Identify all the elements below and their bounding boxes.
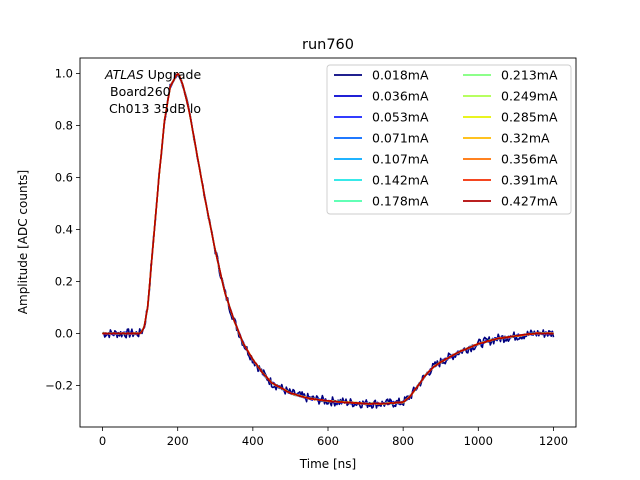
x-tick-label: 1200 (539, 434, 568, 448)
y-tick-label: 0.8 (55, 119, 73, 133)
legend-label: 0.356mA (501, 152, 558, 167)
chart-title: run760 (302, 37, 354, 53)
legend-label: 0.142mA (372, 173, 429, 188)
y-axis: −0.2 0.0 0.2 0.4 0.6 0.8 1.0 (45, 67, 80, 392)
legend-label: 0.036mA (372, 89, 429, 104)
x-tick-label: 200 (167, 434, 189, 448)
legend: 0.018mA 0.036mA 0.053mA 0.071mA 0.107mA 0.142… (326, 64, 572, 215)
y-tick-label: 0.4 (55, 223, 73, 237)
legend-label: 0.249mA (501, 89, 558, 104)
legend-label: 0.018mA (372, 68, 429, 83)
x-tick-label: 0 (99, 434, 106, 448)
y-tick-label: 0.0 (55, 326, 73, 340)
y-tick-label: 0.2 (55, 274, 73, 288)
annotation-line-2: Board260 (110, 84, 171, 99)
legend-label: 0.053mA (372, 110, 429, 125)
legend-entries: 0.018mA 0.036mA 0.053mA 0.071mA 0.107mA 0.142… (334, 68, 558, 209)
legend-label: 0.427mA (501, 194, 558, 209)
legend-label: 0.178mA (372, 194, 429, 209)
annotation-line-3: Ch013 35dB lo (109, 101, 201, 116)
legend-label: 0.391mA (501, 173, 558, 188)
x-tick-label: 600 (317, 434, 339, 448)
legend-label: 0.071mA (372, 131, 429, 146)
annotation-upgrade: Upgrade (144, 67, 202, 82)
annotation-line-1: ATLAS Upgrade (104, 67, 201, 82)
y-axis-label: Amplitude [ADC counts] (16, 170, 30, 314)
x-tick-label: 400 (242, 434, 264, 448)
x-axis: 0 200 400 600 800 1000 1200 (99, 427, 568, 448)
y-tick-label: 0.6 (55, 171, 73, 185)
legend-box (326, 64, 572, 215)
y-tick-label: 1.0 (55, 67, 73, 81)
legend-label: 0.32mA (501, 131, 550, 146)
x-axis-label: Time [ns] (299, 457, 356, 471)
annotation-atlas: ATLAS (104, 67, 144, 82)
plot-lines (101, 72, 555, 409)
legend-label: 0.285mA (501, 110, 558, 125)
series-line-0.427mA (102, 73, 554, 405)
x-tick-label: 1000 (464, 434, 493, 448)
legend-label: 0.213mA (501, 68, 558, 83)
legend-label: 0.107mA (372, 152, 429, 167)
y-tick-label: −0.2 (45, 378, 73, 392)
x-tick-label: 800 (392, 434, 414, 448)
